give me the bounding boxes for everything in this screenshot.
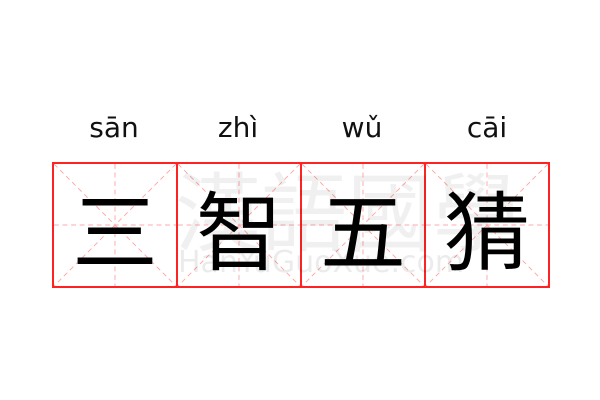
pinyin-4: cāi <box>466 111 508 144</box>
character: 猜 <box>444 183 530 284</box>
character: 五 <box>320 183 406 284</box>
character-cell: 三 <box>54 164 176 286</box>
pinyin-3: wǔ <box>341 111 383 144</box>
pinyin-2: zhì <box>217 111 259 144</box>
pinyin-1: sān <box>89 111 139 144</box>
character-cell: 智 <box>176 164 300 286</box>
character-cell: 猜 <box>424 164 548 286</box>
watermark-url: HanYuGuoXue.com <box>178 245 465 280</box>
watermark: 漢語國學 <box>175 165 519 265</box>
character: 智 <box>196 183 282 284</box>
character-grid: 三 智 五 猜 <box>52 162 550 288</box>
character: 三 <box>72 183 158 284</box>
character-cell: 五 <box>300 164 424 286</box>
